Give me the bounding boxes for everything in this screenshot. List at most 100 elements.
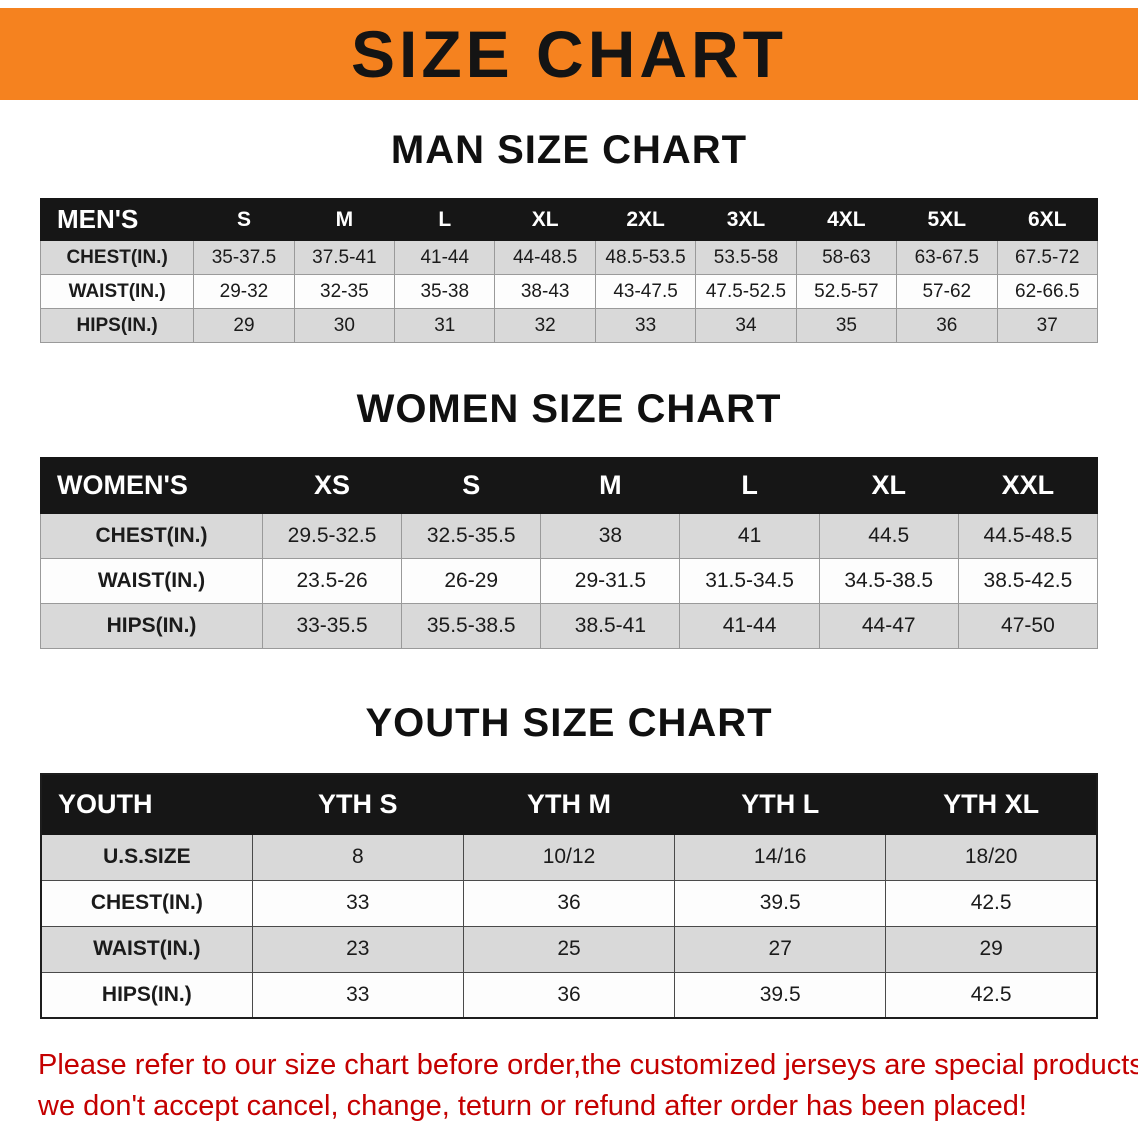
- section-men: MAN SIZE CHART MEN'S S M L XL 2XL 3XL 4XL 5XL 6XL…: [0, 128, 1138, 343]
- size-column-header: 3XL: [695, 198, 797, 241]
- size-value: 42.5: [885, 879, 1098, 927]
- size-value: 53.5-58: [695, 240, 797, 275]
- size-value: 36: [462, 879, 676, 927]
- size-value: 29.5-32.5: [261, 513, 403, 559]
- size-column-header: XL: [818, 457, 959, 514]
- size-value: 44-48.5: [494, 240, 596, 275]
- women-chart-heading: WOMEN SIZE CHART: [356, 387, 782, 431]
- size-value: 26-29: [401, 558, 542, 604]
- size-value: 35: [795, 308, 898, 343]
- table-row: WAIST(IN.) 29-32 32-35 35-38 38-43 43-47.5 47.…: [39, 274, 1098, 309]
- notice-line-2: we don't accept cancel, change, teturn o…: [38, 1089, 1027, 1122]
- size-value: 44-47: [818, 603, 959, 649]
- size-value: 62-66.5: [996, 274, 1098, 309]
- size-value: 44.5: [818, 513, 959, 559]
- row-label: CHEST(IN.): [40, 513, 263, 559]
- size-column-header: YTH S: [251, 773, 464, 835]
- size-value: 29: [885, 925, 1098, 973]
- size-value: 42.5: [885, 971, 1098, 1019]
- size-value: 33: [251, 879, 464, 927]
- size-value: 33: [251, 971, 464, 1019]
- size-column-header: 6XL: [996, 198, 1098, 241]
- size-value: 52.5-57: [795, 274, 898, 309]
- table-row: WAIST(IN.) 23.5-26 26-29 29-31.5 31.5-34.5 34…: [40, 558, 1099, 604]
- table-row: CHEST(IN.) 29.5-32.5 32.5-35.5 38 41 44.5 44.5…: [40, 513, 1099, 559]
- size-value: 29: [193, 308, 295, 343]
- size-value: 29-32: [193, 274, 295, 309]
- row-label: HIPS(IN.): [40, 603, 263, 649]
- size-value: 36: [896, 308, 998, 343]
- table-row: CHEST(IN.) 33 36 39.5 42.5: [40, 879, 1098, 927]
- size-column-header: YTH L: [674, 773, 887, 835]
- size-value: 35.5-38.5: [401, 603, 542, 649]
- size-value: 41-44: [679, 603, 820, 649]
- size-value: 39.5: [674, 971, 887, 1019]
- size-value: 10/12: [462, 833, 676, 881]
- size-value: 38-43: [494, 274, 596, 309]
- size-value: 35-37.5: [193, 240, 295, 275]
- section-youth: YOUTH SIZE CHART YOUTH YTH S YTH M YTH L YTH…: [0, 701, 1138, 1019]
- table-header-row: WOMEN'S XS S M L XL XXL: [40, 457, 1099, 514]
- size-value: 37.5-41: [293, 240, 396, 275]
- size-column-header: M: [293, 198, 396, 241]
- table-row: WAIST(IN.) 23 25 27 29: [40, 925, 1098, 973]
- size-value: 41-44: [394, 240, 496, 275]
- table-corner-label: WOMEN'S: [40, 457, 263, 514]
- size-value: 23: [251, 925, 464, 973]
- row-label: WAIST(IN.): [40, 558, 263, 604]
- size-value: 67.5-72: [996, 240, 1098, 275]
- page-title: SIZE CHART: [351, 17, 787, 91]
- size-value: 31.5-34.5: [679, 558, 820, 604]
- size-value: 38.5-42.5: [957, 558, 1099, 604]
- size-column-header: YTH XL: [885, 773, 1098, 835]
- size-value: 37: [996, 308, 1098, 343]
- table-corner-label: MEN'S: [39, 198, 195, 241]
- size-value: 32-35: [293, 274, 396, 309]
- size-value: 57-62: [896, 274, 998, 309]
- youth-size-table: YOUTH YTH S YTH M YTH L YTH XL U.S.SIZE 8 10/12…: [40, 773, 1098, 1019]
- size-value: 38: [540, 513, 681, 559]
- table-row: CHEST(IN.) 35-37.5 37.5-41 41-44 44-48.5 48.5…: [39, 240, 1098, 275]
- table-row: HIPS(IN.) 33 36 39.5 42.5: [40, 971, 1098, 1019]
- size-value: 34: [695, 308, 797, 343]
- size-column-header: XL: [494, 198, 596, 241]
- size-value: 63-67.5: [896, 240, 998, 275]
- size-value: 33-35.5: [261, 603, 403, 649]
- size-value: 32.5-35.5: [401, 513, 542, 559]
- table-header-row: MEN'S S M L XL 2XL 3XL 4XL 5XL 6XL: [39, 198, 1098, 241]
- size-value: 29-31.5: [540, 558, 681, 604]
- size-column-header: L: [679, 457, 820, 514]
- notice-line-1: Please refer to our size chart before or…: [38, 1049, 1138, 1081]
- table-header-row: YOUTH YTH S YTH M YTH L YTH XL: [40, 773, 1098, 835]
- row-label: HIPS(IN.): [40, 971, 253, 1019]
- size-column-header: M: [540, 457, 681, 514]
- size-column-header: 5XL: [896, 198, 998, 241]
- banner: SIZE CHART: [0, 8, 1138, 100]
- size-value: 33: [594, 308, 697, 343]
- size-value: 8: [251, 833, 464, 881]
- size-column-header: YTH M: [462, 773, 676, 835]
- row-label: HIPS(IN.): [39, 308, 195, 343]
- size-column-header: 4XL: [795, 198, 898, 241]
- size-value: 39.5: [674, 879, 887, 927]
- size-column-header: XXL: [957, 457, 1099, 514]
- row-label: WAIST(IN.): [40, 925, 253, 973]
- men-chart-heading: MAN SIZE CHART: [390, 128, 748, 172]
- men-size-table: MEN'S S M L XL 2XL 3XL 4XL 5XL 6XL CHEST(IN.) 35-37…: [39, 198, 1098, 343]
- size-value: 14/16: [674, 833, 887, 881]
- row-label: CHEST(IN.): [40, 879, 253, 927]
- size-column-header: S: [401, 457, 542, 514]
- table-row: HIPS(IN.) 33-35.5 35.5-38.5 38.5-41 41-44 44-…: [40, 603, 1099, 649]
- size-column-header: L: [394, 198, 496, 241]
- size-value: 31: [394, 308, 496, 343]
- row-label: U.S.SIZE: [40, 833, 253, 881]
- size-value: 47.5-52.5: [695, 274, 797, 309]
- size-value: 43-47.5: [594, 274, 697, 309]
- size-column-header: 2XL: [594, 198, 697, 241]
- footer-notice: Please refer to our size chart before or…: [38, 1045, 1138, 1126]
- size-value: 23.5-26: [261, 558, 403, 604]
- size-value: 35-38: [394, 274, 496, 309]
- size-value: 18/20: [885, 833, 1098, 881]
- size-value: 41: [679, 513, 820, 559]
- table-row: U.S.SIZE 8 10/12 14/16 18/20: [40, 833, 1098, 881]
